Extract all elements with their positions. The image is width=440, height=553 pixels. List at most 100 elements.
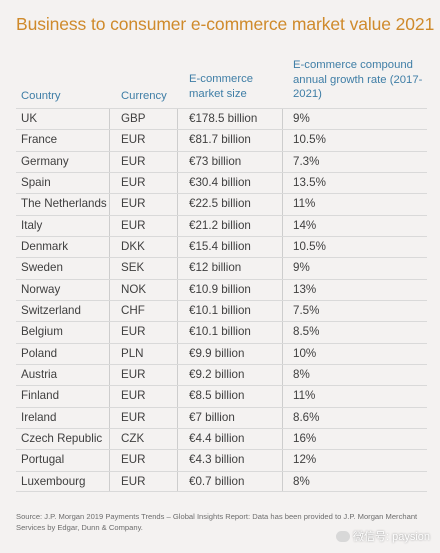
table-row: Czech Republic CZK €4.4 billion 16%: [16, 427, 427, 449]
cell-currency: EUR: [121, 453, 146, 467]
cell-growth-rate: 7.5%: [293, 303, 320, 317]
cell-currency: EUR: [121, 410, 146, 424]
cell-currency: DKK: [121, 239, 145, 253]
cell-currency: GBP: [121, 112, 146, 125]
cell-growth-rate: 8.5%: [293, 325, 320, 339]
cell-country: Spain: [21, 175, 51, 189]
page-title: Business to consumer e-commerce market v…: [16, 14, 435, 34]
cell-growth-rate: 13%: [293, 282, 317, 296]
table-row: France EUR €81.7 billion 10.5%: [16, 129, 427, 150]
cell-country: Finland: [21, 389, 60, 403]
table-row: Belgium EUR €10.1 billion 8.5%: [16, 321, 427, 342]
cell-country: Denmark: [21, 239, 69, 253]
cell-country: UK: [21, 112, 38, 125]
cell-growth-rate: 10.5%: [293, 239, 326, 253]
cell-growth-rate: 14%: [293, 218, 317, 232]
cell-country: Czech Republic: [21, 431, 103, 445]
cell-currency: EUR: [121, 133, 146, 147]
cell-currency: CZK: [121, 431, 145, 445]
table-row: Spain EUR €30.4 billion 13.5%: [16, 171, 427, 193]
table-row: Norway NOK €10.9 billion 13%: [16, 278, 427, 300]
data-table: UK GBP €178.5 billion 9% France EUR €81.7 bill…: [16, 108, 427, 492]
cell-country: Luxembourg: [21, 474, 86, 488]
cell-market-size: €22.5 billion: [189, 197, 251, 211]
cell-market-size: €10.1 billion: [189, 325, 251, 339]
cell-growth-rate: 8%: [293, 474, 310, 488]
cell-market-size: €9.2 billion: [189, 367, 245, 381]
cell-growth-rate: 9%: [293, 261, 310, 275]
cell-market-size: €7 billion: [189, 410, 235, 424]
cell-currency: SEK: [121, 261, 145, 275]
cell-market-size: €0.7 billion: [189, 474, 245, 488]
column-header-market-size: E-commerce market size: [189, 72, 267, 101]
cell-market-size: €15.4 billion: [189, 239, 251, 253]
cell-growth-rate: 12%: [293, 453, 317, 467]
cell-currency: EUR: [121, 218, 146, 232]
cell-growth-rate: 7.3%: [293, 154, 320, 168]
cell-country: France: [21, 133, 58, 147]
cell-growth-rate: 8.6%: [293, 410, 320, 424]
source-note: Source: J.P. Morgan 2019 Payments Trends…: [16, 512, 418, 532]
cell-growth-rate: 11%: [293, 197, 316, 211]
table-row: The Netherlands EUR €22.5 billion 11%: [16, 193, 427, 214]
cell-currency: EUR: [121, 154, 146, 168]
cell-market-size: €4.4 billion: [189, 431, 245, 445]
cell-country: Portugal: [21, 453, 65, 467]
cell-country: Ireland: [21, 410, 57, 424]
cell-growth-rate: 16%: [293, 431, 317, 445]
cell-country: Switzerland: [21, 303, 81, 317]
watermark-text: 微信号: paysion: [352, 531, 430, 543]
table-row: Ireland EUR €7 billion 8.6%: [16, 406, 427, 428]
table-row: Italy EUR €21.2 billion 14%: [16, 214, 427, 236]
cell-country: Poland: [21, 346, 58, 360]
cell-currency: NOK: [121, 282, 147, 296]
cell-country: Sweden: [21, 261, 63, 275]
cell-currency: CHF: [121, 303, 145, 317]
table-row: Luxembourg EUR €0.7 billion 8%: [16, 470, 427, 492]
cell-growth-rate: 10.5%: [293, 133, 326, 147]
column-header-growth-rate: E-commerce compound annual growth rate (…: [293, 58, 428, 102]
table-row: Finland EUR €8.5 billion 11%: [16, 385, 427, 406]
watermark: 微信号: paysion: [335, 528, 430, 544]
table-row: Poland PLN €9.9 billion 10%: [16, 342, 427, 364]
table-row: Portugal EUR €4.3 billion 12%: [16, 449, 427, 470]
cell-growth-rate: 10%: [293, 346, 317, 360]
cell-market-size: €30.4 billion: [189, 175, 251, 189]
wechat-icon: [335, 530, 350, 542]
cell-market-size: €12 billion: [189, 261, 242, 275]
column-header-market-size-text: E-commerce market size: [189, 73, 254, 100]
cell-country: Germany: [21, 154, 69, 168]
cell-country: The Netherlands: [21, 197, 107, 211]
cell-market-size: €81.7 billion: [189, 133, 251, 147]
cell-market-size: €21.2 billion: [189, 218, 251, 232]
table-row: Austria EUR €9.2 billion 8%: [16, 363, 427, 385]
table-row: Sweden SEK €12 billion 9%: [16, 257, 427, 278]
cell-market-size: €8.5 billion: [189, 389, 245, 403]
cell-growth-rate: 9%: [293, 112, 310, 125]
table-row: UK GBP €178.5 billion 9%: [16, 108, 427, 129]
cell-country: Norway: [21, 282, 61, 296]
cell-growth-rate: 11%: [293, 389, 316, 403]
column-header-currency: Currency: [121, 90, 167, 102]
table-row: Germany EUR €73 billion 7.3%: [16, 150, 427, 172]
cell-market-size: €10.9 billion: [189, 282, 251, 296]
column-header-growth-rate-text: E-commerce compound annual growth rate (…: [293, 59, 423, 100]
cell-currency: EUR: [121, 325, 146, 339]
cell-country: Belgium: [21, 325, 63, 339]
cell-market-size: €4.3 billion: [189, 453, 245, 467]
table-row: Switzerland CHF €10.1 billion 7.5%: [16, 299, 427, 321]
cell-currency: EUR: [121, 175, 146, 189]
cell-market-size: €9.9 billion: [189, 346, 245, 360]
cell-market-size: €178.5 billion: [189, 112, 258, 125]
cell-growth-rate: 13.5%: [293, 175, 326, 189]
cell-market-size: €73 billion: [189, 154, 242, 168]
cell-country: Austria: [21, 367, 58, 381]
cell-market-size: €10.1 billion: [189, 303, 251, 317]
cell-currency: EUR: [121, 474, 146, 488]
cell-growth-rate: 8%: [293, 367, 310, 381]
cell-country: Italy: [21, 218, 43, 232]
cell-currency: PLN: [121, 346, 144, 360]
cell-currency: EUR: [121, 367, 146, 381]
cell-currency: EUR: [121, 197, 146, 211]
table-row: Denmark DKK €15.4 billion 10.5%: [16, 235, 427, 257]
